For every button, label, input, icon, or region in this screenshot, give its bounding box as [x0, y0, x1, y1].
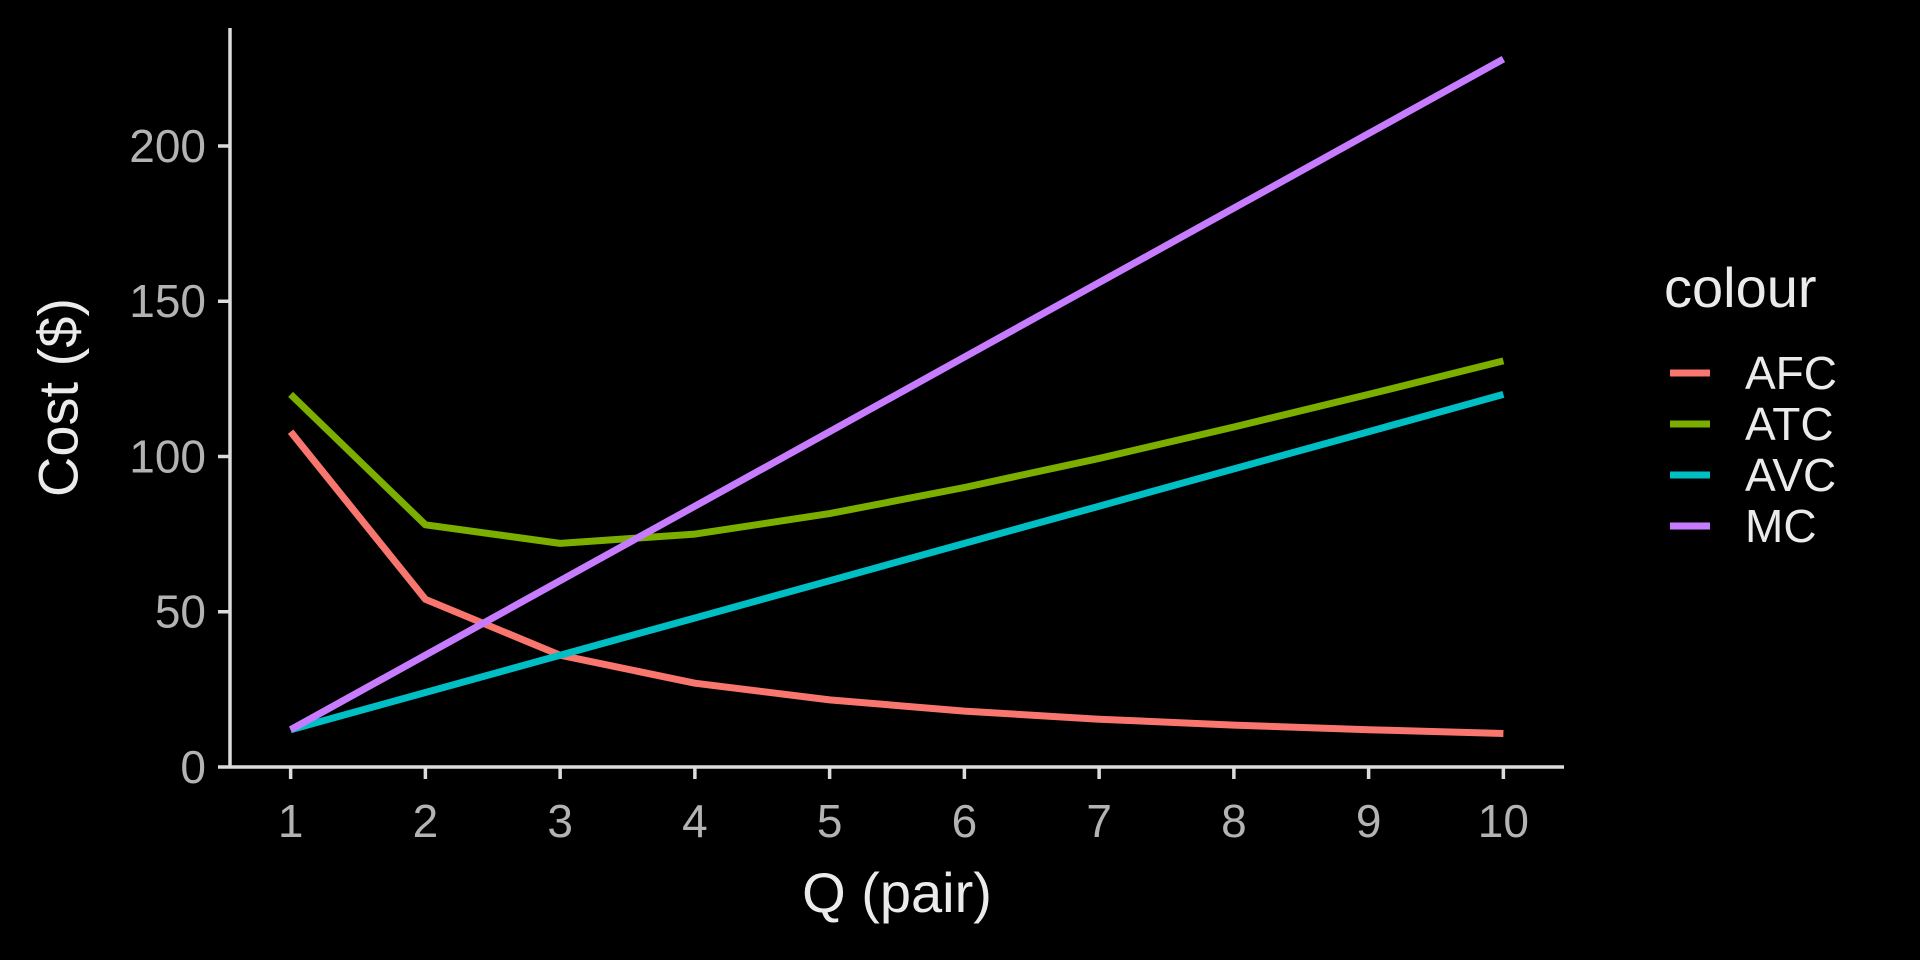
- legend-label-afc: AFC: [1745, 347, 1837, 399]
- y-tick-label: 50: [155, 586, 206, 638]
- x-tick-label: 2: [413, 795, 439, 847]
- plot-area: [287, 56, 1506, 737]
- legend-label-atc: ATC: [1745, 398, 1834, 450]
- x-tick-label: 9: [1356, 795, 1382, 847]
- x-tick-label: 6: [952, 795, 978, 847]
- x-tick-label: 7: [1086, 795, 1112, 847]
- x-tick-label: 8: [1221, 795, 1247, 847]
- y-tick-label: 150: [129, 275, 206, 327]
- x-axis-title: Q (pair): [802, 861, 992, 924]
- x-tick-label: 4: [682, 795, 708, 847]
- x-tick-label: 10: [1478, 795, 1529, 847]
- legend-label-mc: MC: [1745, 500, 1817, 552]
- x-tick-label: 3: [547, 795, 573, 847]
- y-axis-title: Cost ($): [27, 298, 90, 497]
- x-tick-label: 1: [278, 795, 304, 847]
- legend-title: colour: [1664, 256, 1817, 319]
- series-line-atc: [288, 357, 1505, 547]
- x-tick-label: 5: [817, 795, 843, 847]
- y-tick-label: 0: [180, 741, 206, 793]
- y-tick-label: 100: [129, 430, 206, 482]
- series-line-afc: [287, 429, 1504, 737]
- y-tick-label: 200: [129, 120, 206, 172]
- legend-label-avc: AVC: [1745, 449, 1836, 501]
- series-line-avc: [289, 391, 1505, 734]
- series-line-mc: [288, 56, 1506, 733]
- axes: 0 50 100 150 200 1 2 3 4 5 6 7 8 9 10: [129, 28, 1564, 847]
